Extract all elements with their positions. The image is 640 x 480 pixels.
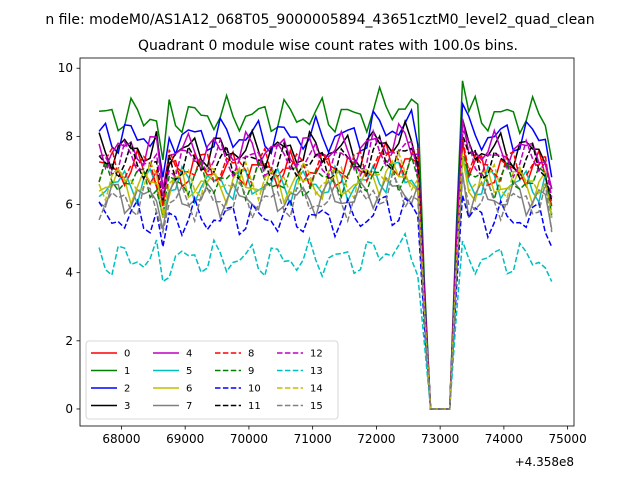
legend-label-10: 10 (248, 384, 261, 395)
legend-label-14: 14 (310, 384, 323, 395)
legend-label-12: 12 (310, 349, 323, 360)
x-tick-label-73000: 73000 (421, 432, 459, 446)
legend-label-0: 0 (124, 349, 130, 360)
y-tick-label-2: 2 (65, 334, 73, 348)
legend-label-2: 2 (124, 384, 130, 395)
legend-label-1: 1 (124, 366, 130, 377)
series-line-8 (98, 137, 553, 410)
y-tick-label-4: 4 (65, 266, 73, 280)
series-line-13 (98, 231, 553, 410)
x-axis-offset-label: +4.358e8 (515, 455, 574, 469)
legend-label-3: 3 (124, 401, 130, 412)
series-line-11 (98, 134, 553, 410)
series-layer (98, 80, 553, 410)
series-line-9 (98, 153, 553, 410)
legend-label-15: 15 (310, 401, 323, 412)
y-tick-label-10: 10 (58, 61, 73, 75)
x-tick-label-74000: 74000 (485, 432, 523, 446)
legend-label-13: 13 (310, 366, 323, 377)
legend-label-9: 9 (248, 366, 254, 377)
legend-box (85, 340, 339, 420)
x-tick-label-71000: 71000 (294, 432, 332, 446)
x-tick-label-68000: 68000 (102, 432, 140, 446)
series-line-12 (99, 127, 553, 410)
series-line-1 (99, 80, 553, 410)
axes-layer: 68000 69000 70000 71000 72000 73000 74000 75000… (58, 57, 587, 446)
x-tick-label-72000: 72000 (357, 432, 395, 446)
legend-label-11: 11 (248, 401, 261, 412)
series-line-7 (98, 172, 553, 410)
legend-label-6: 6 (186, 384, 192, 395)
legend-label-5: 5 (186, 366, 192, 377)
legend-label-7: 7 (186, 401, 192, 412)
figure-suptitle: n file: modeM0/AS1A12_068T05_9000005894_… (45, 12, 594, 28)
legend-label-8: 8 (248, 349, 254, 360)
legend-label-4: 4 (186, 349, 192, 360)
y-tick-label-0: 0 (65, 402, 73, 416)
series-line-0 (98, 140, 553, 410)
series-line-10 (98, 195, 553, 410)
x-tick-label-70000: 70000 (230, 432, 268, 446)
series-line-15 (98, 172, 553, 410)
y-tick-label-6: 6 (65, 198, 73, 212)
y-tick-label-8: 8 (65, 129, 73, 143)
chart-title: Quadrant 0 module wise count rates with … (138, 38, 518, 54)
series-line-14 (98, 149, 553, 410)
series-line-2 (98, 100, 553, 410)
x-tick-label-69000: 69000 (166, 432, 204, 446)
x-tick-label-75000: 75000 (549, 432, 587, 446)
plot-frame (79, 57, 575, 427)
